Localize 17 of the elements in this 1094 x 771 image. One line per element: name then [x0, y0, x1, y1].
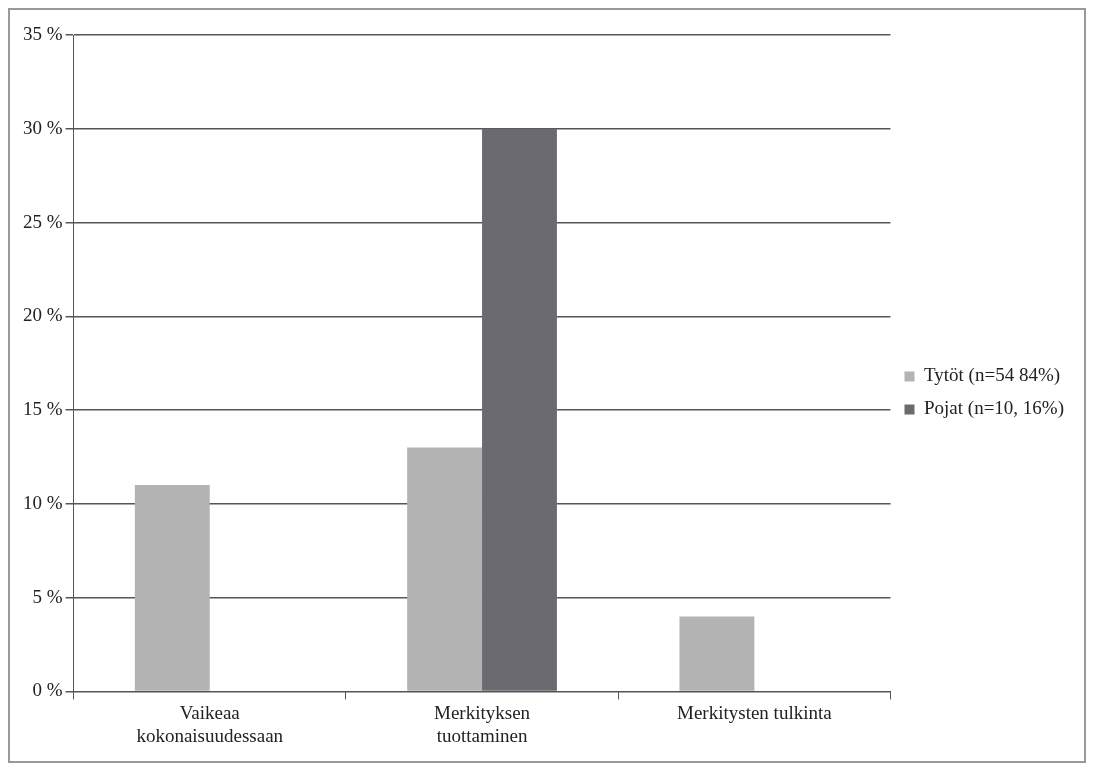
bar — [679, 616, 755, 691]
y-tick-label: 30 % — [23, 116, 63, 138]
legend-label: Pojat (n=10, 16%) — [924, 397, 1065, 420]
x-tick-label: Merkityksen tuottaminen — [434, 701, 531, 746]
x-tick-label: Vaikeaa kokonaisuudessaan — [136, 701, 284, 746]
legend-label: Tytöt (n=54 84%) — [924, 364, 1061, 387]
y-tick-label: 0 % — [32, 679, 63, 701]
y-tick-label: 25 % — [23, 210, 63, 232]
y-tick-label: 15 % — [23, 398, 63, 420]
y-tick-label: 5 % — [32, 585, 63, 607]
bar — [134, 485, 210, 691]
x-tick-label: Merkitysten tulkinta — [677, 701, 833, 723]
bar — [407, 447, 483, 691]
bar — [482, 128, 557, 691]
y-tick-label: 20 % — [23, 304, 63, 326]
y-tick-label: 10 % — [23, 491, 63, 513]
y-tick-label: 35 % — [23, 22, 63, 44]
